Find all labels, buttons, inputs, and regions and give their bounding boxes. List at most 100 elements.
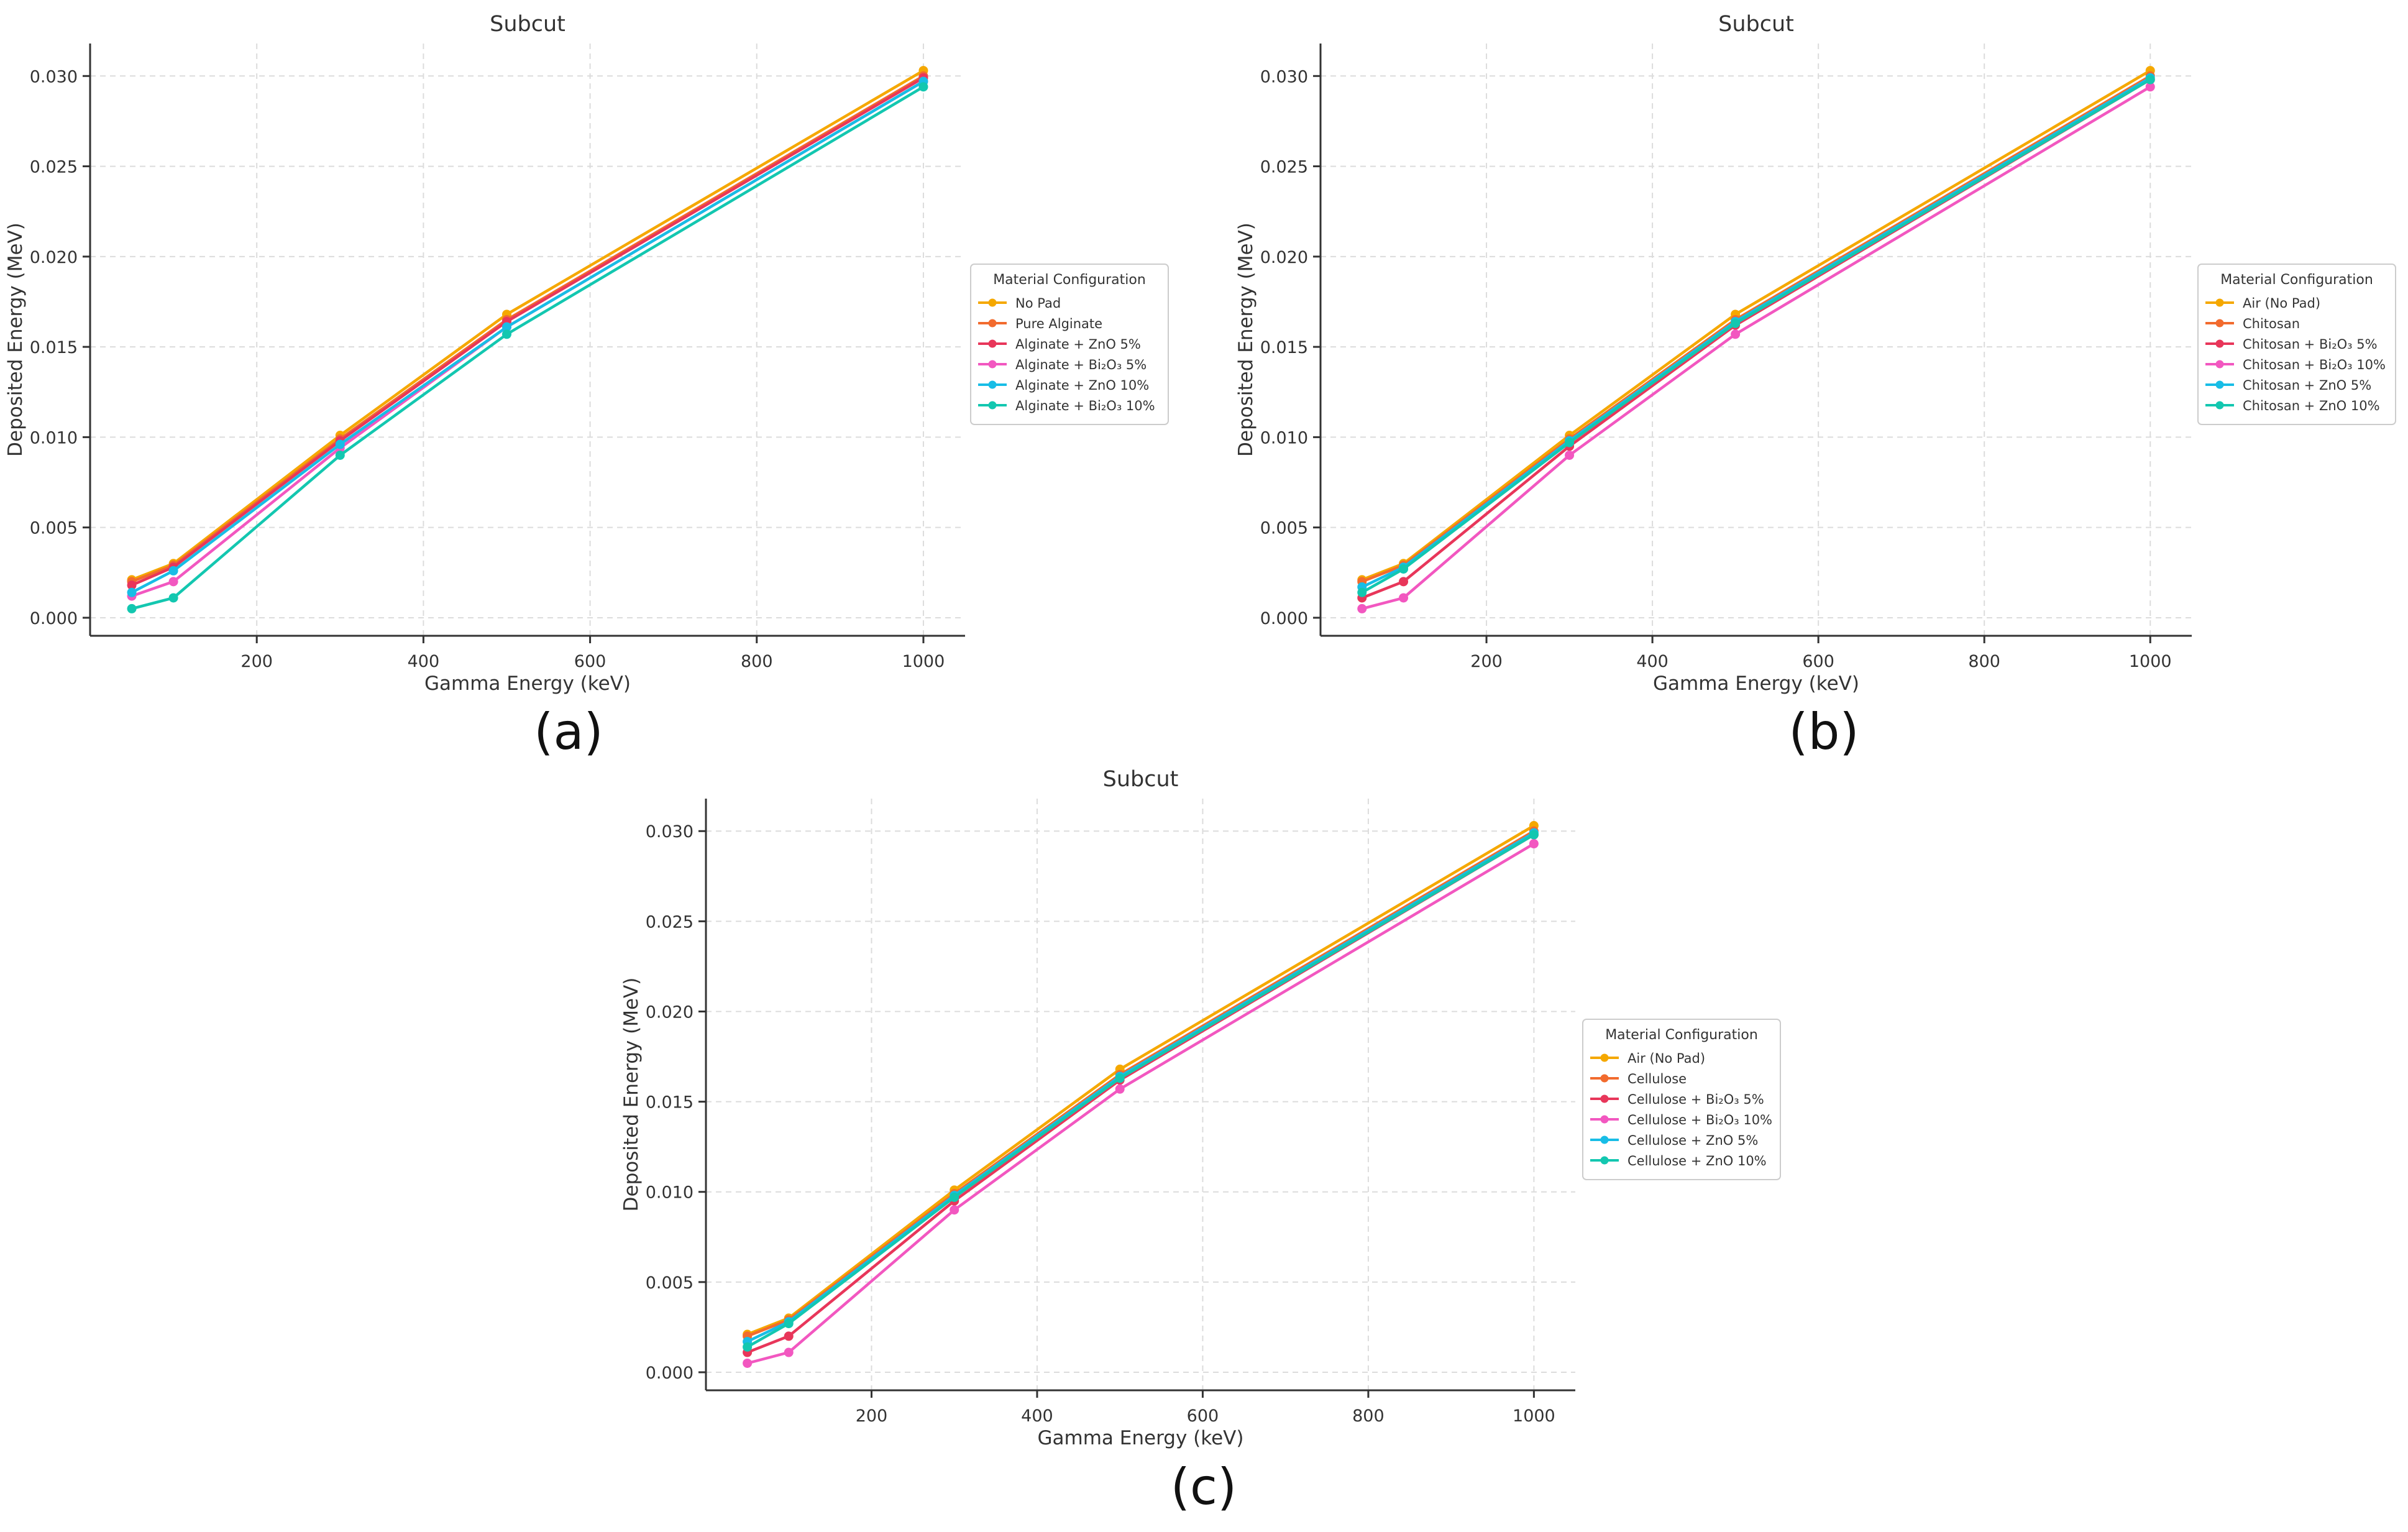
data-point (335, 439, 345, 449)
legend-box (970, 264, 1169, 425)
legend-title: Material Configuration (1605, 1027, 1758, 1043)
series-line (131, 76, 925, 587)
series-line (131, 85, 925, 610)
data-point (335, 450, 345, 460)
chart-title: Subcut (1103, 767, 1179, 792)
legend-item-label: Cellulose + Bi₂O₃ 10% (1627, 1112, 1772, 1127)
data-point (1731, 329, 1741, 339)
data-point (1399, 564, 1409, 574)
data-point (1399, 577, 1409, 587)
data-point (1115, 1084, 1125, 1094)
y-tick-label: 0.010 (1260, 428, 1308, 447)
data-point (1731, 318, 1741, 328)
x-tick-label: 800 (1968, 652, 2000, 671)
y-tick-label: 0.010 (30, 428, 78, 447)
legend-swatch-marker (988, 360, 997, 369)
data-point (1399, 593, 1409, 603)
legend-item-label: Cellulose + ZnO 5% (1627, 1133, 1758, 1148)
legend: Material Configuration Air (No Pad) Chitos… (2197, 264, 2396, 425)
chart-3: 200 400 600 800 1000 0.000 0.005 0.010 0.015 0.02… (620, 767, 1781, 1449)
data-point (784, 1331, 794, 1341)
data-point (127, 580, 137, 590)
legend-box (1582, 1019, 1781, 1180)
legend-swatch-marker (2215, 298, 2224, 307)
legend-swatch-marker (2215, 401, 2224, 410)
y-tick-label: 0.025 (646, 912, 694, 932)
legend-title: Material Configuration (2220, 272, 2373, 288)
data-point (784, 1347, 794, 1357)
x-tick-label: 1000 (1513, 1406, 1555, 1426)
y-tick-label: 0.000 (30, 609, 78, 628)
x-tick-label: 600 (574, 652, 607, 671)
panel-label-b: (b) (1788, 703, 1859, 761)
legend-item-label: Alginate + ZnO 5% (1015, 337, 1141, 352)
y-tick-label: 0.000 (646, 1364, 694, 1383)
legend-swatch-marker (1600, 1074, 1609, 1083)
y-axis-label: Deposited Energy (MeV) (620, 978, 643, 1212)
series-line (746, 833, 1535, 1349)
data-point (127, 587, 137, 597)
legend-box (2197, 264, 2396, 425)
chart-title: Subcut (1718, 12, 1794, 37)
data-point (918, 82, 928, 92)
x-axis-label: Gamma Energy (keV) (1038, 1427, 1244, 1449)
legend-item-label: Chitosan (2243, 316, 2300, 331)
x-tick-label: 200 (1470, 652, 1503, 671)
data-point (2145, 75, 2155, 85)
y-tick-label: 0.025 (30, 158, 78, 177)
y-tick-label: 0.020 (646, 1002, 694, 1022)
legend-item-label: Chitosan + ZnO 10% (2243, 398, 2380, 413)
data-point (1357, 587, 1367, 597)
legend-swatch-marker (2215, 360, 2224, 369)
x-axis-label: Gamma Energy (keV) (1653, 672, 1859, 695)
data-point (950, 1192, 959, 1202)
legend-item-label: Air (No Pad) (1627, 1051, 1705, 1066)
legend-item-label: Cellulose + ZnO 10% (1627, 1154, 1767, 1168)
chart-2: 200 400 600 800 1000 0.000 0.005 0.010 0.015 0.02… (1235, 12, 2396, 695)
data-point (743, 1342, 753, 1352)
y-tick-label: 0.025 (1260, 158, 1308, 177)
legend: Material Configuration Air (No Pad) Cellul… (1582, 1019, 1781, 1180)
y-tick-label: 0.000 (1260, 609, 1308, 628)
panel-label-a: (a) (534, 703, 603, 761)
x-tick-label: 1000 (2129, 652, 2172, 671)
data-point (168, 593, 178, 603)
chart-1: 200 400 600 800 1000 0.000 0.005 0.010 0.015 0.02… (4, 12, 1169, 695)
series-line (746, 830, 1535, 1337)
data-point (501, 322, 511, 332)
data-point (168, 577, 178, 587)
y-axis-label: Deposited Energy (MeV) (4, 222, 27, 457)
x-tick-label: 1000 (902, 652, 945, 671)
data-point (1529, 839, 1539, 849)
legend-item-label: Cellulose + Bi₂O₃ 5% (1627, 1092, 1764, 1107)
x-tick-label: 400 (1636, 652, 1669, 671)
x-tick-label: 800 (741, 652, 773, 671)
legend-item-label: Alginate + Bi₂O₃ 5% (1015, 357, 1147, 372)
legend-title: Material Configuration (993, 272, 1146, 288)
y-tick-label: 0.015 (646, 1093, 694, 1112)
legend-swatch-marker (2215, 339, 2224, 348)
legend-item-label: Cellulose (1627, 1071, 1687, 1086)
x-tick-label: 600 (1187, 1406, 1219, 1426)
data-point (1565, 450, 1575, 460)
y-tick-label: 0.010 (646, 1183, 694, 1203)
legend-swatch-marker (988, 401, 997, 410)
legend-swatch-marker (2215, 380, 2224, 389)
legend-swatch-marker (1600, 1053, 1609, 1062)
data-point (784, 1319, 794, 1329)
y-tick-label: 0.005 (646, 1273, 694, 1293)
y-tick-label: 0.005 (1260, 519, 1308, 538)
legend-item-label: Chitosan + Bi₂O₃ 5% (2243, 337, 2378, 352)
data-point (743, 1358, 753, 1368)
x-tick-label: 200 (240, 652, 273, 671)
data-point (127, 603, 137, 613)
data-point (1115, 1073, 1125, 1083)
legend-swatch-marker (1600, 1094, 1609, 1103)
y-tick-label: 0.005 (30, 519, 78, 538)
panel-label-c: (c) (1171, 1458, 1237, 1516)
legend-item-label: Chitosan + ZnO 5% (2243, 378, 2371, 393)
legend: Material Configuration No Pad Pure Alginat… (970, 264, 1169, 425)
data-point (950, 1205, 959, 1215)
legend-item-label: Air (No Pad) (2243, 296, 2320, 311)
legend-swatch-marker (1600, 1156, 1609, 1165)
